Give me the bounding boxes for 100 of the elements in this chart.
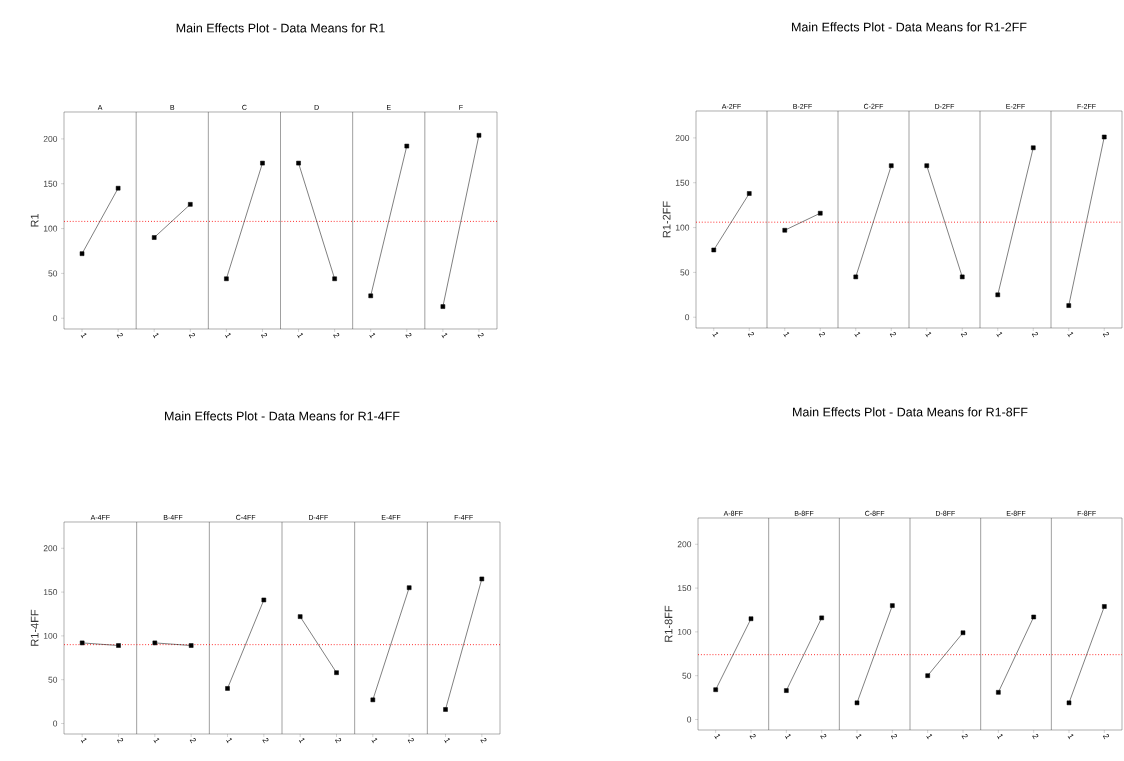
x-tick-label: 1 [785,734,791,740]
x-tick-label: 1 [854,332,861,338]
x-tick-label: 1 [712,332,719,338]
point [152,640,158,646]
point [1102,604,1107,609]
point [995,292,1001,298]
point [224,276,229,282]
point [368,293,373,299]
point [440,304,446,309]
point [404,143,410,149]
x-tick-label: 2 [747,331,754,338]
point [748,616,754,621]
x-tick-label: 2 [1032,733,1039,740]
y-tick-label: 50 [682,672,692,679]
x-tick-label: 1 [996,332,1003,338]
x-tick-label: 2 [818,331,825,338]
y-tick-label: 0 [53,315,58,322]
y-tick-label: 50 [680,269,690,276]
point [1066,700,1072,706]
point [889,163,894,168]
y-tick-label: 0 [685,314,690,321]
y-tick-label: 150 [677,585,692,592]
x-tick-label: 2 [188,332,195,339]
point [960,274,965,280]
point [332,276,337,282]
chart-title: Main Effects Plot - Data Means for R1 [176,23,385,33]
point [296,160,301,166]
point [225,686,230,691]
point [890,603,895,608]
y-tick-label: 100 [43,632,58,639]
y-tick-label: 100 [675,224,690,231]
point [370,697,376,703]
x-tick-label: 2 [116,332,123,339]
x-tick-label: 2 [1102,331,1109,338]
point [782,228,788,233]
x-tick-label: 1 [153,738,160,744]
chart-title: Main Effects Plot - Data Means for R1-8FF [793,407,1028,417]
point [1102,134,1107,140]
point [476,133,482,138]
x-tick-label: 2 [333,332,340,339]
point [260,160,265,166]
y-tick-label: 100 [677,628,692,635]
y-tick-label: 0 [687,716,692,723]
y-axis-title: R1 [30,214,39,227]
point [116,643,121,648]
x-tick-label: 1 [369,333,376,339]
x-tick-label: 2 [262,737,269,744]
y-tick-label: 150 [43,589,58,596]
x-tick-label: 1 [783,332,790,338]
x-tick-label: 1 [997,734,1003,740]
point [188,202,193,207]
point [115,185,121,191]
x-tick-label: 2 [405,332,412,339]
chart-title: Main Effects Plot - Data Means for R1-4FF [165,411,400,421]
point [713,687,718,692]
x-tick-label: 1 [80,738,87,744]
point [1066,303,1072,308]
point [443,707,448,712]
y-axis-title: R1-2FF [662,201,671,238]
y-tick-label: 200 [43,135,58,142]
point [711,247,717,253]
point [261,597,267,603]
x-tick-label: 2 [749,733,756,740]
x-tick-label: 2 [890,733,897,740]
y-tick-label: 200 [43,545,58,552]
point [1031,614,1036,620]
x-tick-label: 2 [407,737,414,744]
chart-title: Main Effects Plot - Data Means for R1-2FF [792,22,1027,32]
y-tick-label: 50 [48,676,58,683]
point [854,700,860,706]
x-tick-label: 1 [441,333,448,339]
y-tick-label: 50 [48,270,58,277]
point [819,615,824,621]
point [334,670,339,675]
y-tick-label: 100 [43,225,58,232]
x-tick-label: 1 [1067,332,1074,338]
point [924,163,930,168]
x-tick-label: 1 [855,734,862,740]
x-tick-label: 2 [961,733,968,740]
point [479,576,485,582]
y-tick-label: 200 [677,541,692,548]
x-tick-label: 2 [960,331,967,338]
x-tick-label: 2 [1102,733,1109,740]
x-tick-label: 2 [189,737,196,744]
x-tick-label: 1 [152,333,159,339]
y-axis-title: R1-8FF [664,605,673,642]
x-tick-label: 1 [80,333,87,339]
y-axis-title: R1-4FF [30,609,39,646]
x-tick-label: 1 [226,738,232,744]
x-tick-label: 1 [298,738,305,744]
point [960,630,966,636]
y-tick-label: 200 [675,134,690,141]
x-tick-label: 1 [1067,734,1074,740]
x-tick-label: 2 [1031,331,1038,338]
y-tick-label: 150 [43,180,58,187]
x-tick-label: 2 [480,737,487,744]
point [188,643,194,648]
x-tick-label: 2 [820,733,827,740]
point [784,688,789,693]
x-tick-label: 2 [117,737,124,744]
